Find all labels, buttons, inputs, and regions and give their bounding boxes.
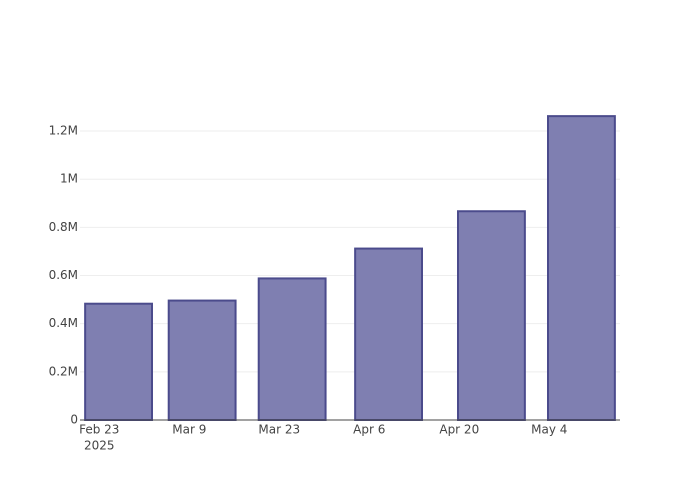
x-tick-label: Feb 23 xyxy=(79,423,119,437)
bar xyxy=(257,277,327,421)
y-tick-label: 0.6M xyxy=(49,268,78,282)
bar xyxy=(354,247,423,421)
y-tick-label: 1M xyxy=(60,172,78,186)
y-tick-label: 0.2M xyxy=(49,364,78,378)
x-tick-label: Mar 23 xyxy=(258,423,300,437)
y-tick-label: 0.8M xyxy=(49,220,78,234)
y-tick-label: 0 xyxy=(70,413,78,427)
bar xyxy=(457,210,526,421)
y-tick-label: 0.4M xyxy=(49,316,78,330)
x-tick-label: Apr 6 xyxy=(353,423,385,437)
bar xyxy=(167,299,237,422)
x-tick-label: Apr 20 xyxy=(439,423,479,437)
x-tick-label: May 4 xyxy=(531,423,567,437)
bar xyxy=(84,302,153,421)
bar xyxy=(547,115,616,422)
y-tick-label: 1.2M xyxy=(49,124,78,138)
x-year-label: 2025 xyxy=(84,439,115,453)
x-tick-label: Mar 9 xyxy=(172,423,206,437)
